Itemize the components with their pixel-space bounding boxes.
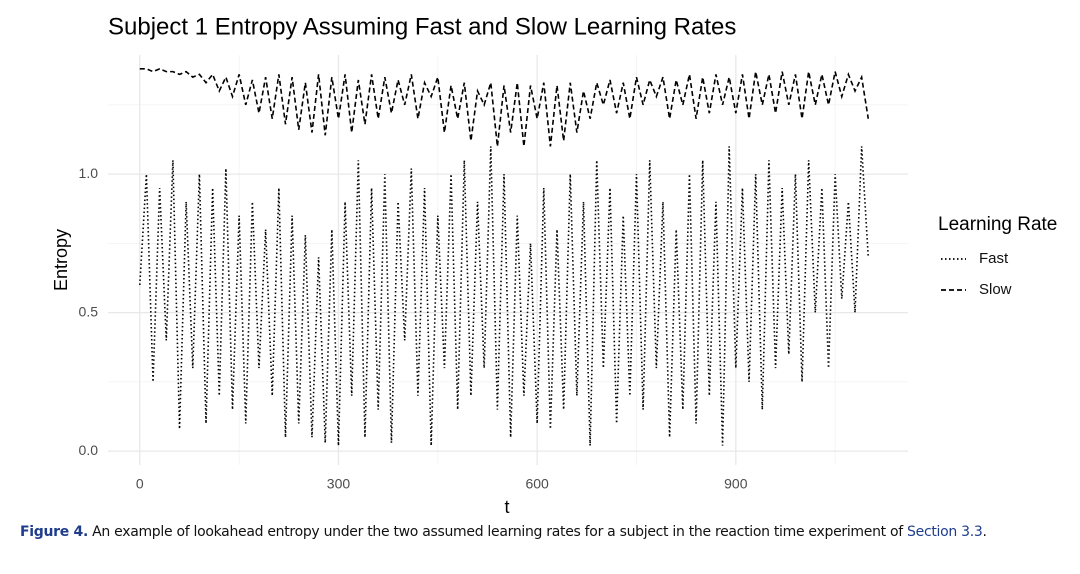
legend-label: Slow — [979, 281, 1012, 298]
caption-label: Figure 4. — [20, 524, 88, 540]
x-axis-label: t — [504, 497, 509, 517]
x-tick-label: 300 — [327, 476, 351, 492]
chart: Subject 1 Entropy Assuming Fast and Slow… — [51, 13, 1058, 517]
y-axis-label: Entropy — [51, 229, 71, 291]
y-tick-label: 0.5 — [79, 303, 99, 319]
y-tick-label: 0.0 — [79, 442, 99, 458]
caption: Figure 4. An example of lookahead entrop… — [20, 524, 987, 540]
legend-title: Learning Rate — [938, 214, 1057, 235]
line-fast — [138, 146, 870, 446]
legend-label: Fast — [979, 250, 1009, 267]
line-slow — [139, 67, 870, 147]
x-tick-label: 0 — [136, 476, 144, 492]
y-tick-label: 1.0 — [79, 165, 99, 181]
x-tick-label: 900 — [724, 476, 748, 492]
x-tick-label: 600 — [525, 476, 549, 492]
caption-end: . — [982, 524, 987, 540]
caption-link[interactable]: Section 3.3 — [907, 524, 983, 540]
caption-text: An example of lookahead entropy under th… — [92, 524, 903, 540]
chart-title: Subject 1 Entropy Assuming Fast and Slow… — [108, 13, 736, 40]
